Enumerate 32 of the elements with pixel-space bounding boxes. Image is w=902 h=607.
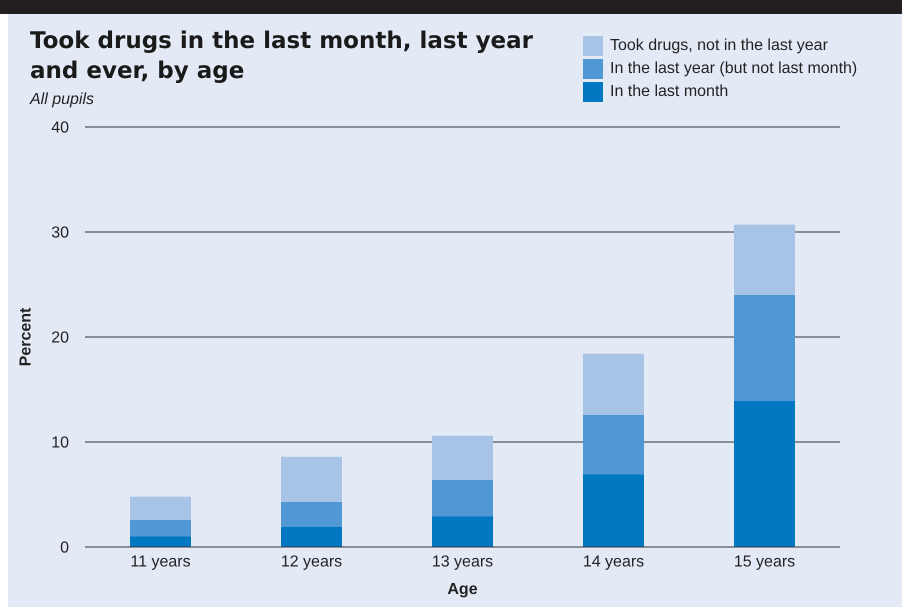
legend-label: In the last month	[609, 82, 730, 102]
bar	[281, 527, 342, 547]
bar	[281, 502, 342, 528]
y-tick-label: 40	[51, 120, 70, 137]
bar	[583, 354, 644, 415]
chart-title: Took drugs in the last month, last year and ever, by age	[30, 27, 534, 86]
bar	[432, 436, 493, 480]
bar	[130, 536, 191, 547]
x-tick-label: 14 years	[582, 553, 644, 570]
bar	[130, 496, 191, 520]
x-tick-label: 13 years	[432, 553, 494, 570]
legend-label: In the last year (but not last month)	[609, 58, 858, 78]
bar	[583, 474, 644, 547]
y-tick-label: 20	[51, 330, 70, 347]
x-tick-label: 12 years	[280, 553, 342, 570]
x-tick-label: 15 years	[734, 553, 796, 570]
bar	[734, 401, 795, 547]
y-tick-label: 10	[51, 434, 70, 452]
x-tick-label: 11 years	[130, 553, 191, 570]
y-tick-label: 30	[51, 224, 70, 242]
bar	[281, 456, 342, 502]
y-tick-label: 0	[60, 540, 70, 557]
bar	[583, 414, 644, 475]
chart-subtitle: All pupils	[30, 91, 94, 109]
bar	[130, 520, 191, 536]
bar	[432, 516, 493, 547]
bar	[734, 295, 795, 402]
legend-label: Took drugs, not in the last year	[609, 36, 829, 56]
x-axis-title: Age	[447, 581, 478, 598]
y-axis-title: Percent	[18, 306, 35, 366]
bar	[432, 480, 493, 517]
bar	[734, 224, 795, 295]
